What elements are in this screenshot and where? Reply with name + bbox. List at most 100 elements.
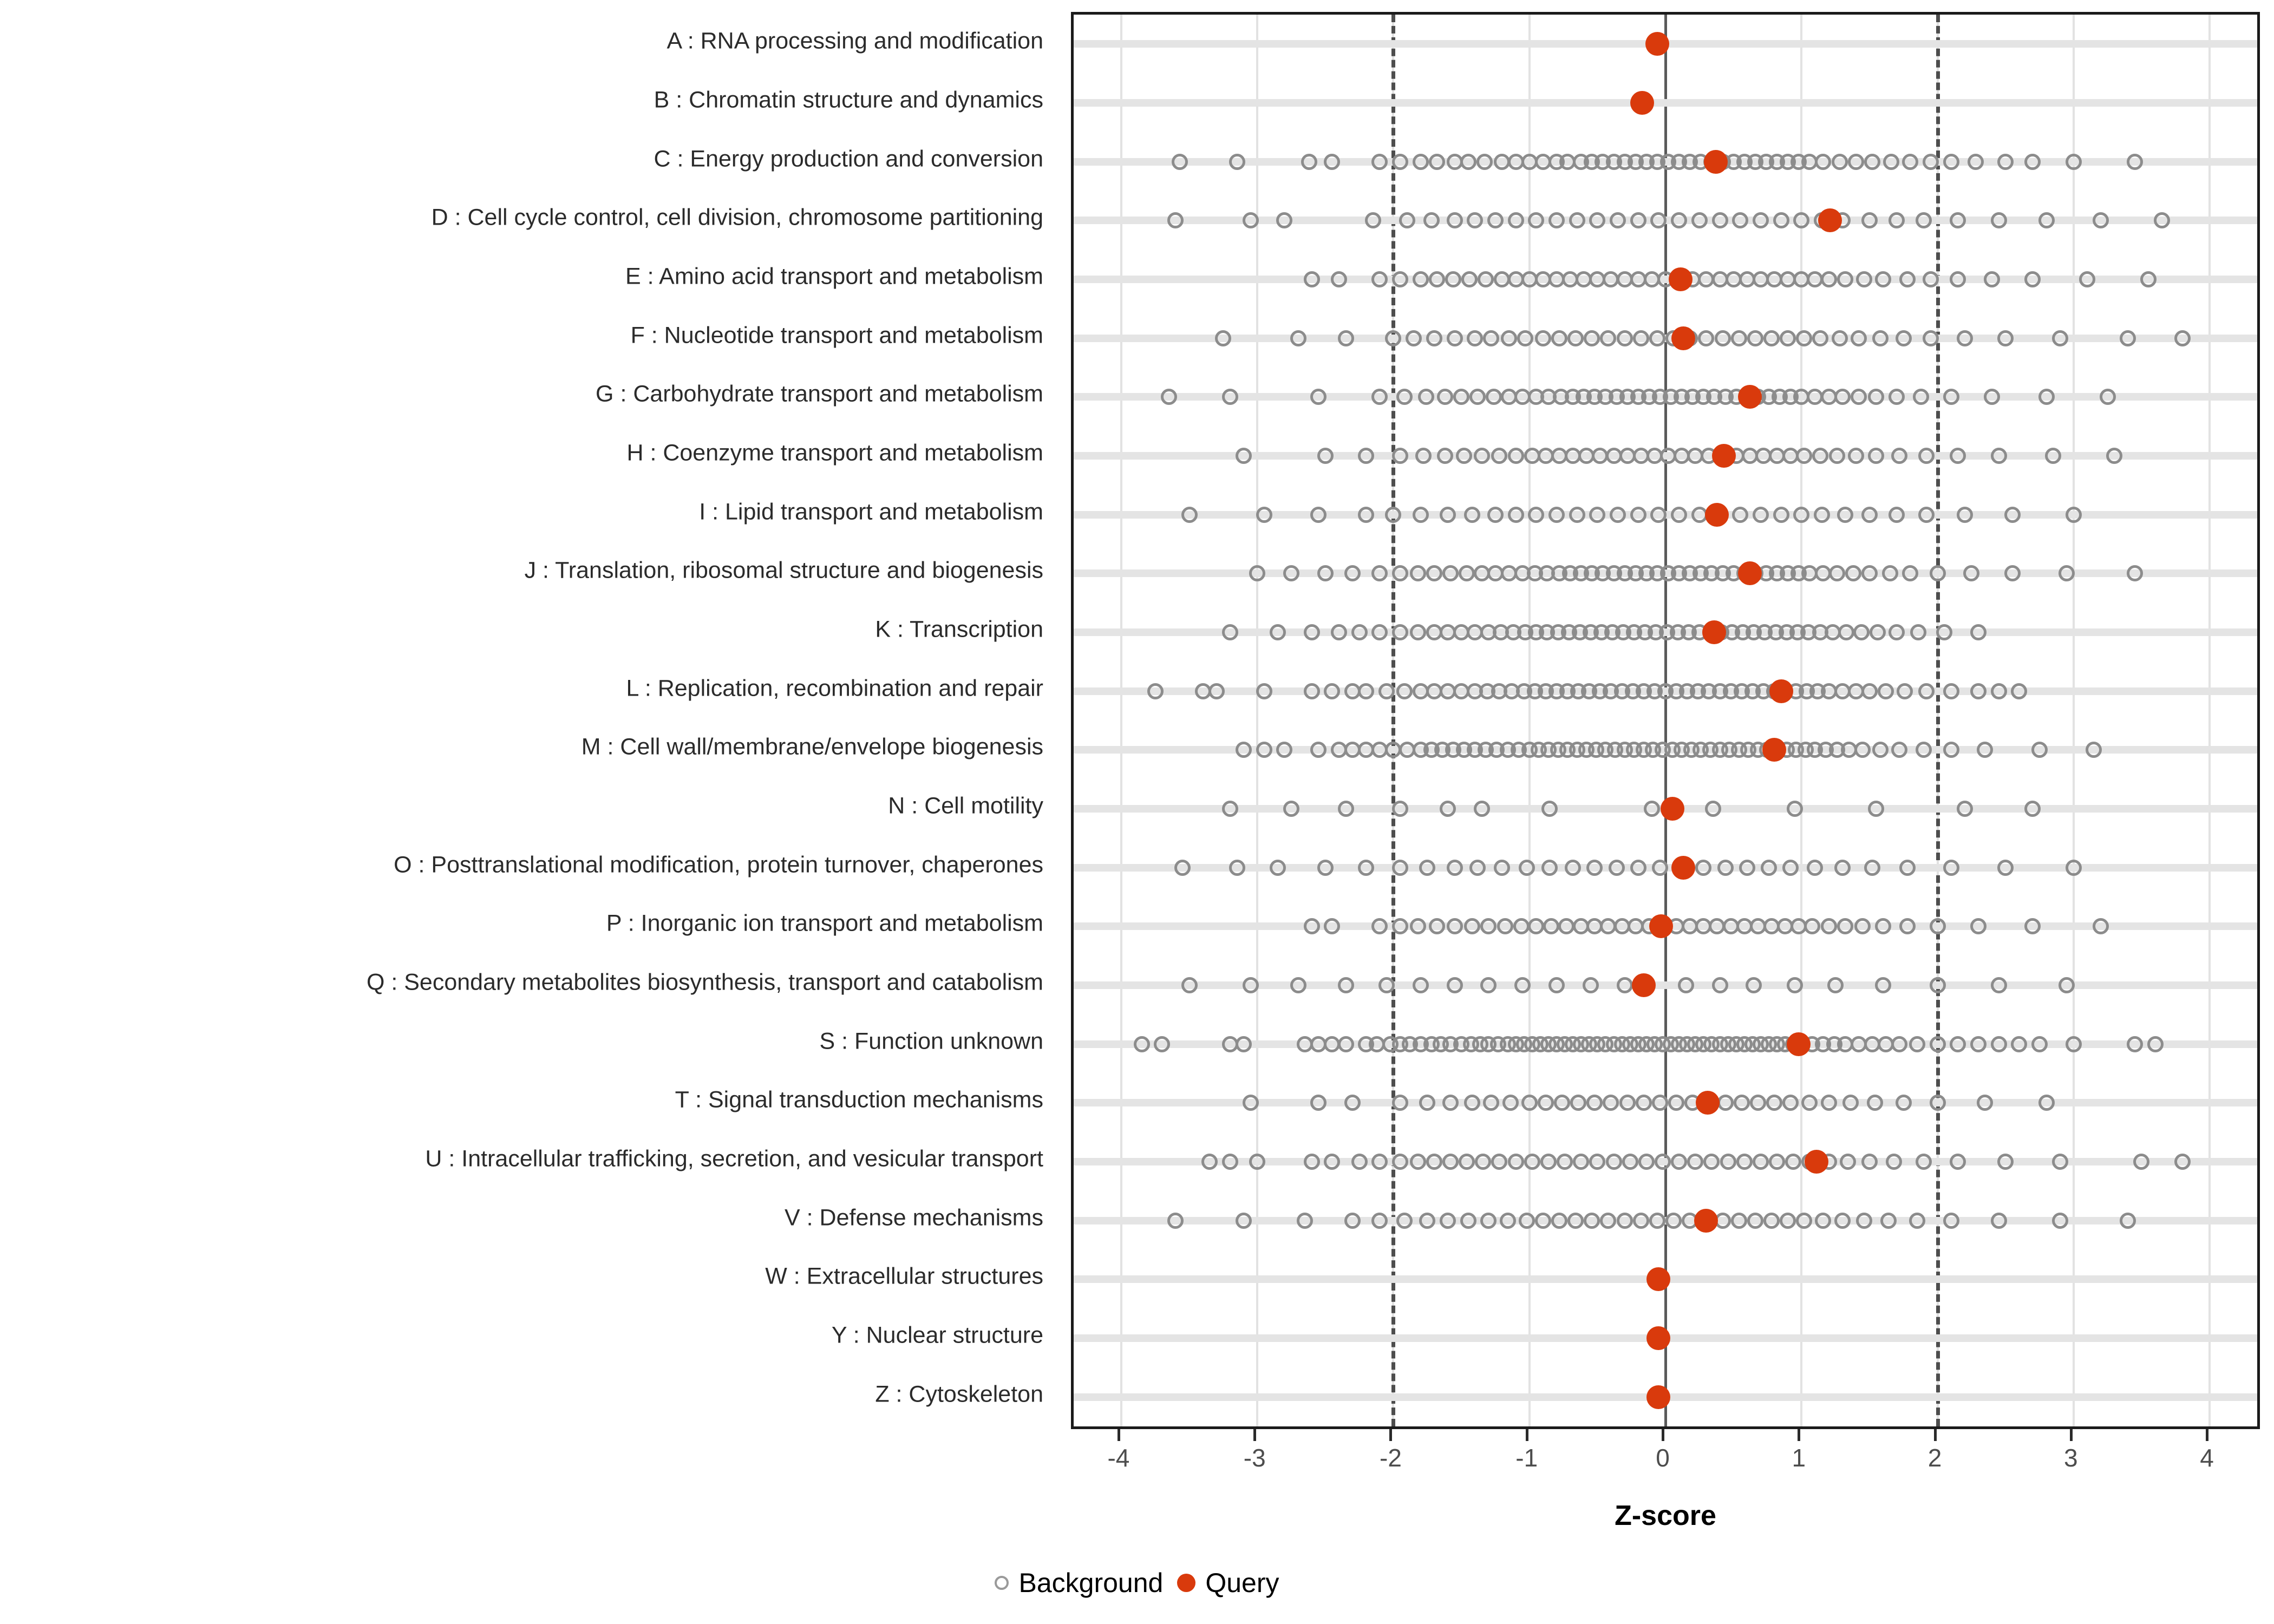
background-point [1378,977,1395,993]
background-point [1528,212,1545,229]
plot-panel [1071,12,2260,1429]
background-point [1842,1095,1859,1111]
x-tick--3 [1253,1429,1257,1441]
background-point [1970,918,1987,935]
background-point [1922,153,1939,170]
background-point [1773,212,1789,229]
background-point [1828,565,1845,582]
query-point-T[interactable] [1695,1091,1720,1115]
background-point [1174,859,1191,876]
background-point [1586,1095,1603,1111]
background-point [1950,271,1966,287]
background-point [1834,859,1851,876]
query-point-D[interactable] [1818,208,1842,233]
query-point-Y[interactable] [1646,1326,1671,1350]
query-point-I[interactable] [1705,502,1729,527]
background-point [1517,330,1534,346]
background-point [2126,565,2143,582]
background-point [2126,153,2143,170]
y-axis-label-Q: Q : Secondary metabolites biosynthesis, … [366,969,1043,996]
background-point [1303,1154,1320,1170]
background-point [1864,859,1880,876]
background-point [1868,448,1885,464]
background-point [1782,1095,1799,1111]
query-point-L[interactable] [1769,679,1793,703]
background-point [1861,565,1878,582]
query-point-U[interactable] [1804,1150,1828,1174]
background-point [2154,212,2171,229]
background-point [2038,389,2055,405]
background-point [1970,683,1987,699]
background-point [1229,153,1245,170]
background-point [2065,153,2082,170]
background-point [1695,859,1712,876]
vertical-gridline-0 [1664,15,1667,1426]
background-point [1392,271,1409,287]
query-point-P[interactable] [1649,914,1674,939]
background-point [1310,742,1327,758]
query-point-F[interactable] [1671,326,1695,350]
background-point [1839,1154,1856,1170]
background-point [1446,330,1463,346]
background-point [1815,153,1832,170]
background-point [1872,330,1889,346]
background-point [1181,506,1198,523]
background-point [1812,448,1829,464]
background-point [1889,212,1905,229]
background-point [1891,448,1908,464]
background-point [1603,1095,1619,1111]
y-axis-label-Z: Z : Cytoskeleton [875,1381,1043,1407]
background-point [2004,565,2021,582]
background-point [1878,683,1894,699]
query-point-K[interactable] [1702,620,1727,644]
query-point-Z[interactable] [1646,1385,1671,1409]
background-point [1283,801,1300,817]
background-point [2140,271,2157,287]
query-point-N[interactable] [1660,797,1684,821]
background-point [1616,330,1633,346]
x-tick-label-2: 2 [1927,1444,1942,1472]
x-tick-4 [2206,1429,2209,1441]
background-point [2031,1036,2048,1052]
background-point [1453,389,1470,405]
background-point [1160,389,1177,405]
background-point [1584,1212,1600,1229]
query-point-Q[interactable] [1631,973,1656,997]
background-point [1831,153,1848,170]
background-point [1442,1095,1459,1111]
query-point-B[interactable] [1630,91,1655,115]
query-point-E[interactable] [1668,267,1693,291]
query-point-J[interactable] [1737,561,1762,586]
query-point-S[interactable] [1787,1032,1811,1056]
query-point-O[interactable] [1671,855,1695,880]
background-point [1815,1212,1832,1229]
background-point [1854,742,1871,758]
background-point [1428,153,1445,170]
query-point-A[interactable] [1645,32,1669,56]
background-point [1610,212,1626,229]
background-point [1317,448,1334,464]
background-point [1711,212,1728,229]
background-point [1475,1154,1492,1170]
y-axis-label-J: J : Translation, ribosomal structure and… [524,557,1043,584]
query-point-G[interactable] [1737,385,1762,409]
query-point-C[interactable] [1703,149,1728,174]
background-point [1909,1036,1925,1052]
background-point [1392,1095,1409,1111]
query-point-V[interactable] [1694,1208,1718,1233]
background-point [1242,212,1259,229]
background-point [1439,506,1456,523]
background-point [1480,977,1497,993]
query-point-H[interactable] [1712,444,1736,468]
background-point [1630,506,1646,523]
background-point [1483,1095,1500,1111]
background-point [1518,1212,1535,1229]
x-tick-label-4: 4 [2200,1444,2214,1472]
legend-item-query[interactable]: Query [1177,1567,1279,1599]
background-point [1632,1212,1649,1229]
background-point [1671,1154,1688,1170]
query-point-M[interactable] [1762,738,1786,762]
query-point-W[interactable] [1646,1267,1671,1292]
background-point [1749,1095,1766,1111]
legend-item-background[interactable]: Background [995,1567,1163,1599]
